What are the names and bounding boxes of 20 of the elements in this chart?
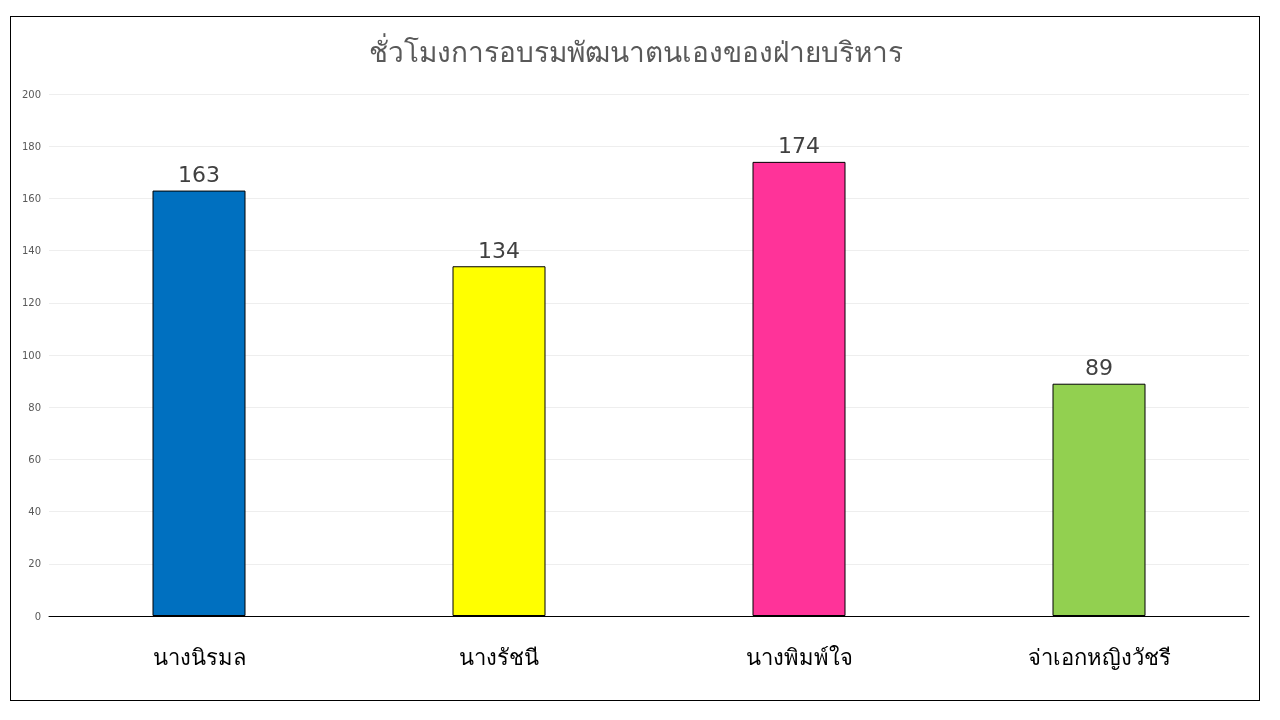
y-tick-label: 20 (28, 558, 41, 570)
y-tick-label: 180 (21, 140, 41, 152)
y-tick-label: 160 (21, 192, 41, 204)
y-tick-label: 100 (21, 349, 41, 361)
chart-title: ชั่วโมงการอบรมพัฒนาตนเองของฝ่ายบริหาร (369, 32, 903, 69)
y-tick-label: 60 (28, 453, 41, 465)
y-tick-label: 40 (28, 506, 41, 518)
x-tick-label: นางนิรมล (152, 644, 246, 670)
y-tick-label: 200 (21, 88, 41, 100)
data-label: 174 (778, 133, 820, 159)
x-tick-label: จ่าเอกหญิงวัชรี (1027, 644, 1171, 670)
y-tick-label: 140 (21, 245, 41, 257)
y-tick-label: 0 (34, 610, 41, 622)
data-label: 163 (178, 162, 220, 188)
x-tick-label: นางพิมพ์ใจ (745, 644, 853, 670)
x-tick-label: นางรัชนี (459, 644, 539, 670)
y-tick-label: 120 (21, 297, 41, 309)
data-label: 89 (1085, 355, 1113, 381)
data-label: 134 (478, 237, 520, 263)
y-tick-label: 80 (28, 401, 41, 413)
